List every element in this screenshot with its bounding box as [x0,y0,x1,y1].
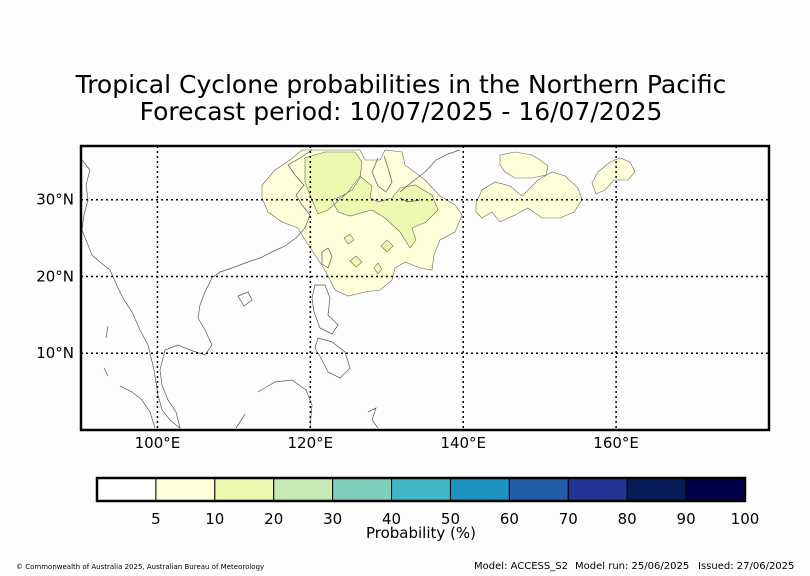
coastlines [81,149,461,429]
colorbar-segment [273,477,334,502]
contour-5-10-pacific-a [499,151,549,179]
coast-philippines-south [314,337,351,379]
colorbar-tick-label: 80 [617,510,637,528]
colorbar-tick-label: 40 [381,510,402,528]
colorbar-segment [96,477,157,502]
colorbar-segment [332,477,393,502]
lon-tick-label: 120°E [288,434,334,452]
colorbar-segment [508,477,569,502]
coast-borneo [235,379,313,429]
coast-sulawesi [367,407,379,429]
colorbar-segment [214,477,275,502]
contour-5-10-pacific-c [591,157,636,195]
model-label: Model: ACCESS_S2 [474,561,568,572]
colorbar-tick-label: 70 [558,510,578,528]
lon-tick-label: 140°E [440,434,486,452]
coast-sri-lanka-edge [103,325,109,377]
contour-5-10-china-sea [261,149,463,297]
colorbar-frame [95,476,747,503]
colorbar-tick-label: 100 [730,510,760,528]
coast-hainan [237,291,253,307]
colorbar-segment [449,477,510,502]
colorbar-tick-label: 30 [323,510,343,528]
coast-sumatra [119,385,156,429]
issued-label: Issued: 27/06/2025 [698,561,795,572]
colorbar-segment [626,477,687,502]
gridlines [81,146,769,430]
colorbar [95,476,747,503]
colorbar-segment [685,477,746,502]
map-frame [79,144,771,432]
lon-tick-label: 160°E [593,434,639,452]
colorbar-tick-label: 10 [205,510,225,528]
colorbar-tick-label: 50 [440,510,460,528]
coast-korea [371,155,393,193]
colorbar-segment [391,477,451,502]
contour-10-20-small-4 [373,262,383,275]
colorbar-tick-label: 90 [676,510,696,528]
probability-contours [261,149,636,297]
colorbar-title: Probability (%) [365,524,477,542]
colorbar-tick-label: 60 [499,510,519,528]
forecast-period-subtitle: Forecast period: 10/07/2025 - 16/07/2025 [139,97,663,126]
lat-tick-label: 20°N [36,267,74,285]
coast-luzon [311,284,339,335]
colorbar-segment [155,477,216,502]
model-run-label: Model run: 25/06/2025 [575,561,690,572]
map-title: Tropical Cyclone probabilities in the No… [75,70,727,99]
lat-tick-label: 10°N [36,344,74,362]
lat-tick-label: 30°N [36,191,74,209]
colorbar-tick-label: 20 [264,510,284,528]
lon-tick-label: 100°E [135,434,181,452]
contour-10-20-small-1 [343,233,355,245]
colorbar-segment [567,477,628,502]
coast-asia-mainland [81,149,313,429]
contour-10-20-small-3 [349,255,363,268]
axis-labels: 100°E 120°E 140°E 160°E 10°N 20°N 30°N [36,191,639,452]
contour-10-20-small-2 [380,239,394,253]
contour-5-10-pacific-b [475,171,583,223]
copyright-notice: © Commonwealth of Australia 2025, Austra… [16,563,265,571]
coast-taiwan [321,247,333,269]
colorbar-tick-label: 5 [151,510,161,528]
